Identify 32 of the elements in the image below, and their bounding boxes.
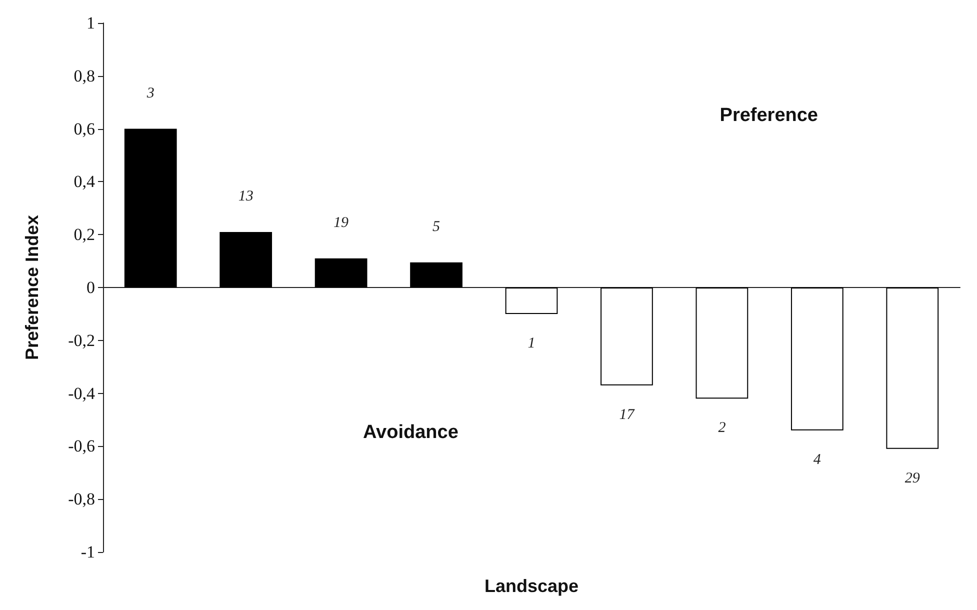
bar — [600, 288, 653, 386]
x-axis-title: Landscape — [484, 576, 579, 596]
y-tick-label: -0,6 — [68, 436, 95, 456]
y-tick-label: 0 — [86, 278, 95, 297]
x-tick-label: 2 — [718, 420, 726, 436]
y-tick-label: 0,4 — [74, 172, 96, 192]
y-tick-label: -1 — [80, 542, 95, 562]
y-tick-label: 1 — [86, 14, 95, 32]
bar — [505, 288, 558, 314]
bar — [410, 262, 462, 288]
bar — [696, 288, 748, 399]
y-tick-label: -0,8 — [68, 490, 95, 509]
bar — [220, 232, 272, 288]
x-tick-label: 17 — [619, 406, 636, 423]
annotation: Preference — [720, 105, 818, 126]
x-tick-label: 19 — [334, 214, 350, 231]
x-tick-label: 4 — [813, 452, 822, 468]
bar — [790, 288, 844, 430]
annotation: Avoidance — [363, 422, 458, 443]
x-tick-label: 5 — [432, 218, 441, 235]
x-tick-label: 3 — [146, 85, 154, 102]
bar — [314, 258, 368, 288]
y-tick-label: -0,2 — [68, 330, 95, 350]
x-tick-label: 29 — [904, 470, 920, 486]
y-tick-label: 0,2 — [74, 225, 95, 244]
y-tick-label: -0,4 — [68, 384, 96, 403]
x-tick-label: 13 — [238, 188, 254, 204]
bar — [124, 128, 177, 288]
y-tick-label: 0,6 — [74, 119, 95, 138]
bar — [886, 288, 939, 449]
y-axis-title: Preference Index — [22, 214, 42, 360]
y-tick-label: 0,8 — [74, 66, 95, 86]
